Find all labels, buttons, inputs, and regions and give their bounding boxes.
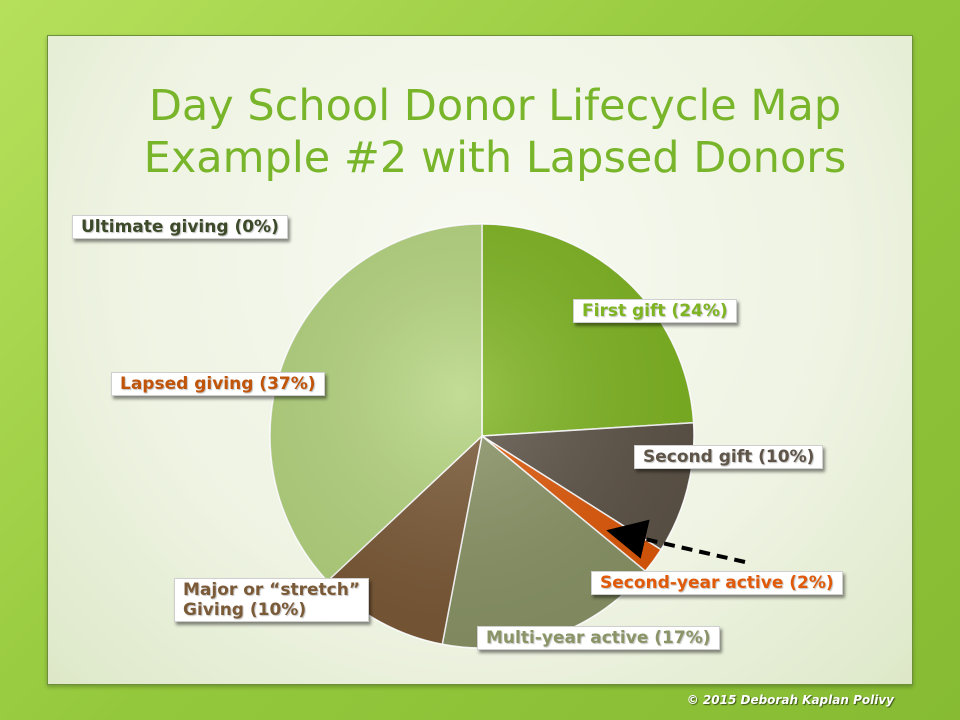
label-second-gift: Second gift (10%) [634, 445, 824, 469]
label-multi-year-text: Multi-year active (17%) [486, 628, 711, 648]
label-second-year-active: Second-year active (2%) [591, 571, 843, 595]
copyright-footer: © 2015 Deborah Kaplan Polivy [686, 693, 894, 707]
label-major-giving: Major or “stretch” Giving (10%) [174, 578, 369, 622]
label-first-text: First gift (24%) [582, 301, 728, 321]
chart-title-line-1: Day School Donor Lifecycle Map [148, 81, 842, 131]
label-lapsed-text: Lapsed giving (37%) [120, 374, 316, 394]
label-second-text: Second gift (10%) [643, 447, 815, 467]
label-first-gift: First gift (24%) [573, 299, 737, 323]
label-second-year-text: Second-year active (2%) [600, 573, 834, 593]
pie-slice-first-gift [481, 223, 695, 437]
chart-title: Day School Donor Lifecycle Map Example #… [0, 80, 960, 184]
label-major-line-1: Major or “stretch” [183, 580, 360, 600]
callout-arrow [606, 519, 746, 564]
label-ultimate-giving: Ultimate giving (0%) [72, 215, 288, 239]
label-major-line-2: Giving (10%) [183, 600, 307, 620]
chart-title-line-2: Example #2 with Lapsed Donors [143, 133, 847, 183]
label-multi-year-active: Multi-year active (17%) [477, 626, 720, 650]
label-ultimate-text: Ultimate giving (0%) [81, 217, 279, 237]
label-lapsed-giving: Lapsed giving (37%) [111, 372, 325, 396]
